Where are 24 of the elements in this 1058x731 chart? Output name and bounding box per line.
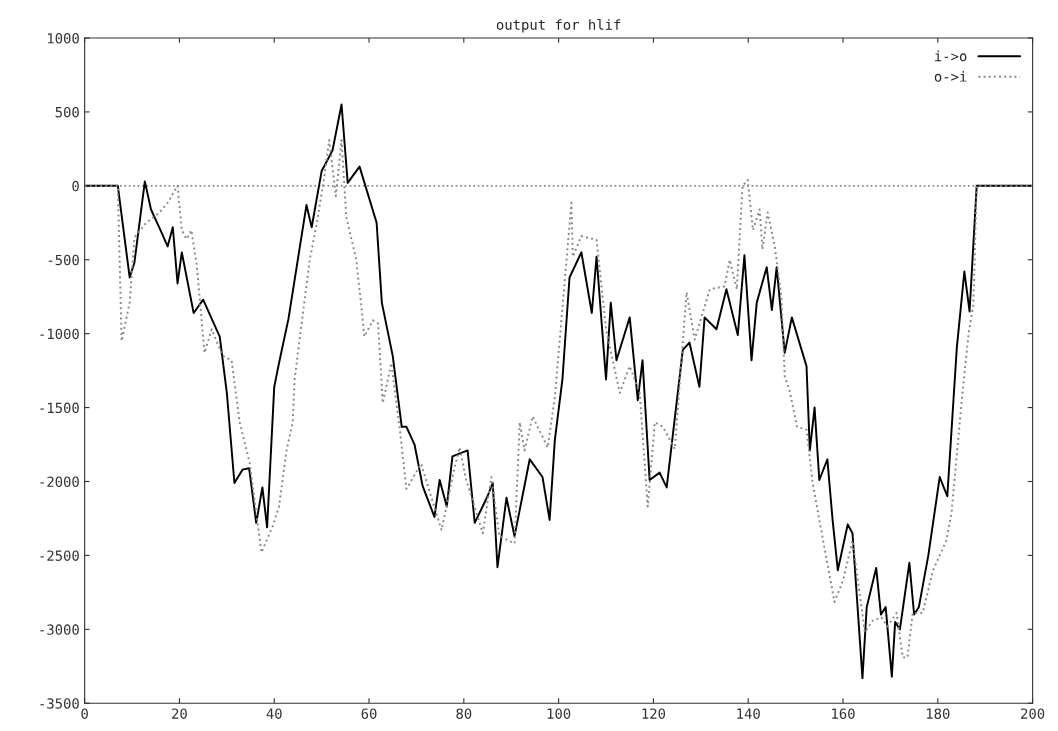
y-tick-label: 500 (55, 106, 79, 118)
legend-label: i->o (935, 50, 967, 62)
x-tick-label: 140 (737, 708, 760, 719)
y-tick-label: -1000 (40, 328, 79, 340)
chart-title: output for hlif (496, 19, 621, 33)
x-tick-label: 100 (547, 708, 571, 719)
x-tick-label: 80 (456, 708, 472, 719)
x-tick-label: 180 (926, 708, 950, 719)
x-tick-label: 60 (361, 708, 377, 719)
y-tick-label: -500 (48, 254, 79, 266)
legend-label: o->i (934, 71, 967, 82)
y-tick-label: -3500 (40, 698, 79, 709)
x-tick-label: 160 (832, 708, 855, 719)
x-tick-label: 20 (172, 708, 187, 719)
y-tick-label: 0 (72, 180, 79, 192)
x-tick-label: 40 (266, 708, 282, 719)
x-tick-label: 200 (1021, 708, 1045, 719)
x-tick-label: 120 (642, 708, 666, 719)
y-tick-label: -2500 (40, 550, 79, 561)
y-tick-label: 1000 (48, 33, 79, 44)
y-tick-label: -1500 (40, 402, 79, 414)
y-tick-label: -2000 (40, 476, 79, 487)
y-tick-label: -3000 (40, 624, 79, 635)
x-tick-label: 0 (81, 708, 88, 719)
